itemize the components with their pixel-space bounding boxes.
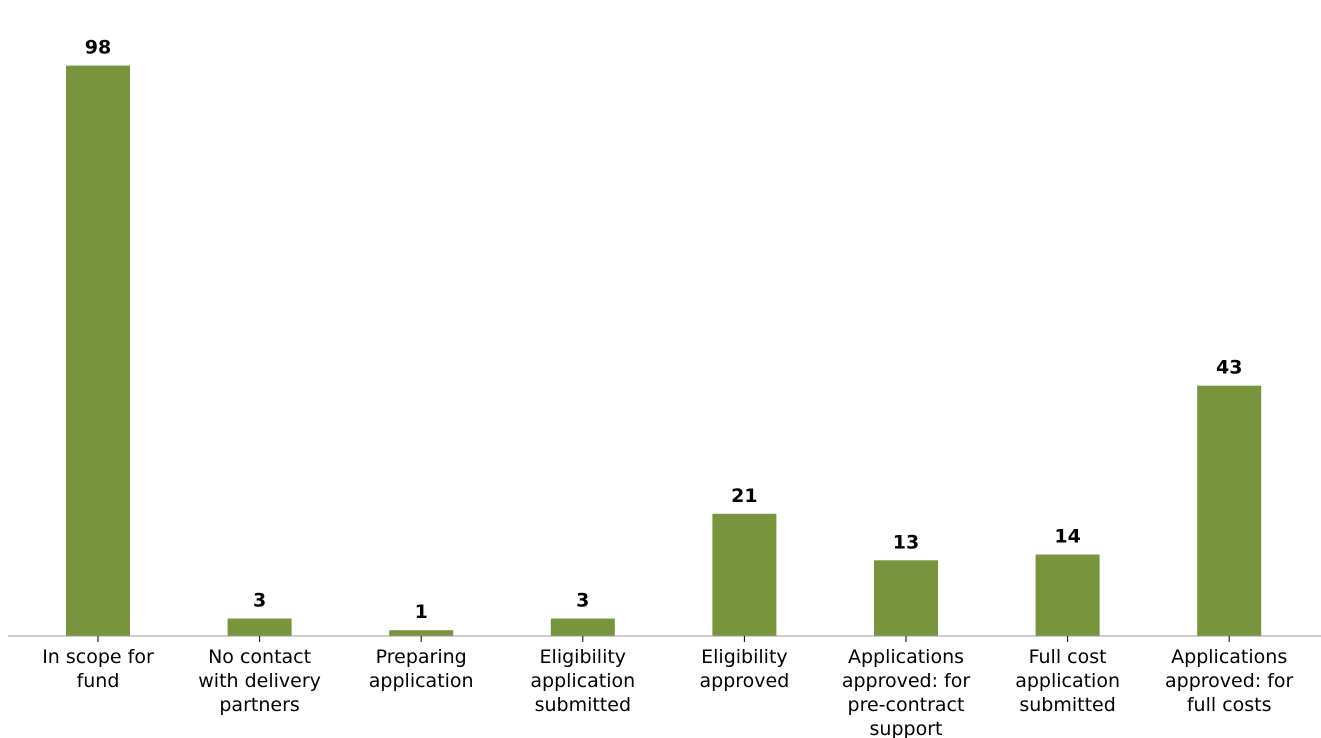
x-tick-label-line: full costs — [1187, 694, 1272, 716]
x-tick-label-line: application — [1015, 670, 1120, 692]
bar-value-label: 3 — [253, 590, 266, 612]
bars-group — [66, 65, 1262, 637]
bar-value-label: 13 — [893, 531, 919, 553]
x-ticks-group — [97, 636, 1230, 642]
bar — [66, 65, 130, 637]
bar — [227, 618, 292, 636]
x-tick-label: Applications approved: for pre-contract sup… — [842, 646, 971, 738]
x-tick-label-line: approved — [700, 670, 790, 692]
x-tick-label-line: submitted — [1019, 694, 1115, 716]
x-tick-label: Applications approved: for full costs — [1165, 646, 1294, 716]
x-tick-label-line: support — [870, 718, 943, 738]
bar-value-label: 1 — [415, 601, 428, 623]
bar — [550, 618, 615, 636]
x-tick-label-line: Applications — [848, 646, 964, 668]
x-tick-label-line: Applications — [1171, 646, 1287, 668]
x-tick-label-line: Eligibility — [540, 646, 627, 668]
bar-value-label: 3 — [576, 590, 589, 612]
x-tick-label: Eligibility approved — [700, 646, 790, 692]
x-tick-label-line: fund — [77, 670, 120, 692]
x-tick-label: In scope for fund — [42, 646, 154, 692]
bar-value-label: 98 — [85, 37, 111, 59]
x-tick-label-line: submitted — [535, 694, 631, 716]
x-tick-label: Preparing application — [369, 646, 474, 692]
x-tick-label-line: approved: for — [842, 670, 971, 692]
x-tick-label-line: No contact — [208, 646, 311, 668]
bar — [712, 513, 777, 636]
x-tick-label-line: partners — [219, 694, 299, 716]
bar — [874, 560, 938, 636]
bar-value-label: 14 — [1054, 526, 1080, 548]
x-tick-label: Eligibility application submitted — [530, 646, 635, 716]
bar-value-label: 21 — [731, 485, 757, 507]
bar-value-label: 43 — [1216, 357, 1242, 379]
x-tick-label-line: Full cost — [1029, 646, 1107, 668]
x-tick-label-line: Preparing — [376, 646, 467, 668]
bar — [1197, 385, 1262, 636]
x-tick-label-line: with delivery — [198, 670, 321, 692]
x-tick-label-line: Eligibility — [701, 646, 788, 668]
x-tick-label: No contact with delivery partners — [198, 646, 321, 716]
x-tick-label-line: In scope for — [42, 646, 154, 668]
x-tick-label-line: application — [369, 670, 474, 692]
x-tick-label-line: application — [530, 670, 635, 692]
bar — [389, 630, 454, 636]
bar — [1035, 554, 1100, 636]
x-tick-label-line: pre-contract — [848, 694, 965, 716]
x-tick-label-line: approved: for — [1165, 670, 1294, 692]
x-tick-label: Full cost application submitted — [1015, 646, 1120, 716]
